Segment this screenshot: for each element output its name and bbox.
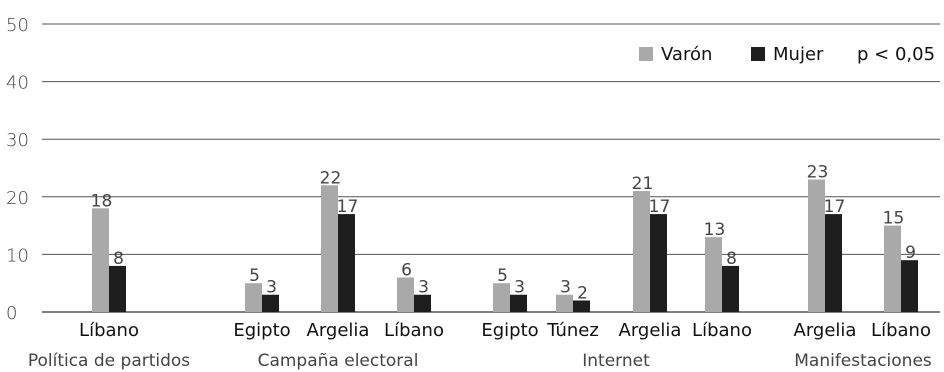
bar-varon (633, 191, 650, 312)
legend-swatch-varon (639, 47, 653, 61)
bar-varon (808, 180, 825, 312)
data-label-mujer: 8 (726, 249, 737, 269)
group-label: Campaña electoral (258, 351, 419, 371)
category-label: Argelia (307, 320, 370, 341)
y-tick-label: 0 (6, 303, 17, 324)
bar-varon (397, 277, 414, 312)
bar-varon (92, 208, 109, 312)
data-label-mujer: 17 (649, 197, 671, 217)
category-label: Argelia (794, 320, 857, 341)
bar-mujer (650, 214, 667, 312)
y-tick-label: 40 (6, 73, 29, 94)
data-label-mujer: 17 (337, 197, 359, 217)
data-label-mujer: 3 (418, 278, 429, 298)
data-label-varon: 5 (497, 266, 508, 286)
data-label-varon: 21 (632, 174, 654, 194)
category-label: Líbano (871, 320, 931, 341)
category-label: Argelia (619, 320, 682, 341)
group-label: Internet (582, 351, 650, 371)
category-label: Egipto (233, 320, 290, 341)
category-label: Líbano (384, 320, 444, 341)
bar-varon (493, 283, 510, 312)
group-label: Manifestaciones (794, 351, 932, 371)
category-label: Túnez (546, 320, 599, 341)
legend-label: Mujer (773, 44, 824, 65)
legend-swatch-mujer (751, 47, 765, 61)
y-tick-label: 10 (6, 245, 29, 266)
data-label-varon: 6 (401, 260, 412, 280)
data-label-mujer: 3 (514, 278, 525, 298)
data-label-varon: 13 (704, 220, 726, 240)
data-label-mujer: 3 (266, 278, 277, 298)
data-label-varon: 18 (91, 191, 113, 211)
legend-label: Varón (661, 44, 712, 65)
y-tick-label: 50 (6, 15, 29, 36)
category-label: Egipto (481, 320, 538, 341)
data-label-mujer: 8 (113, 249, 124, 269)
bar-varon (321, 185, 338, 312)
group-label: Política de partidos (28, 351, 190, 371)
data-label-varon: 15 (883, 209, 905, 229)
bar-varon (705, 237, 722, 312)
y-tick-label: 30 (6, 130, 29, 151)
bar-mujer (825, 214, 842, 312)
bar-varon (884, 226, 901, 312)
bar-mujer (338, 214, 355, 312)
category-label: Líbano (79, 320, 139, 341)
bar-mujer (901, 260, 918, 312)
bar-mujer (722, 266, 739, 312)
data-label-mujer: 9 (905, 243, 916, 263)
data-label-mujer: 17 (824, 197, 846, 217)
data-label-varon: 23 (807, 163, 829, 183)
category-label: Líbano (692, 320, 752, 341)
bar-varon (245, 283, 262, 312)
y-tick-label: 20 (6, 188, 29, 209)
data-label-varon: 22 (320, 168, 342, 188)
data-label-varon: 5 (249, 266, 260, 286)
data-label-varon: 3 (560, 278, 571, 298)
legend-note: p < 0,05 (857, 44, 935, 65)
data-label-mujer: 2 (577, 283, 588, 303)
bar-mujer (109, 266, 126, 312)
